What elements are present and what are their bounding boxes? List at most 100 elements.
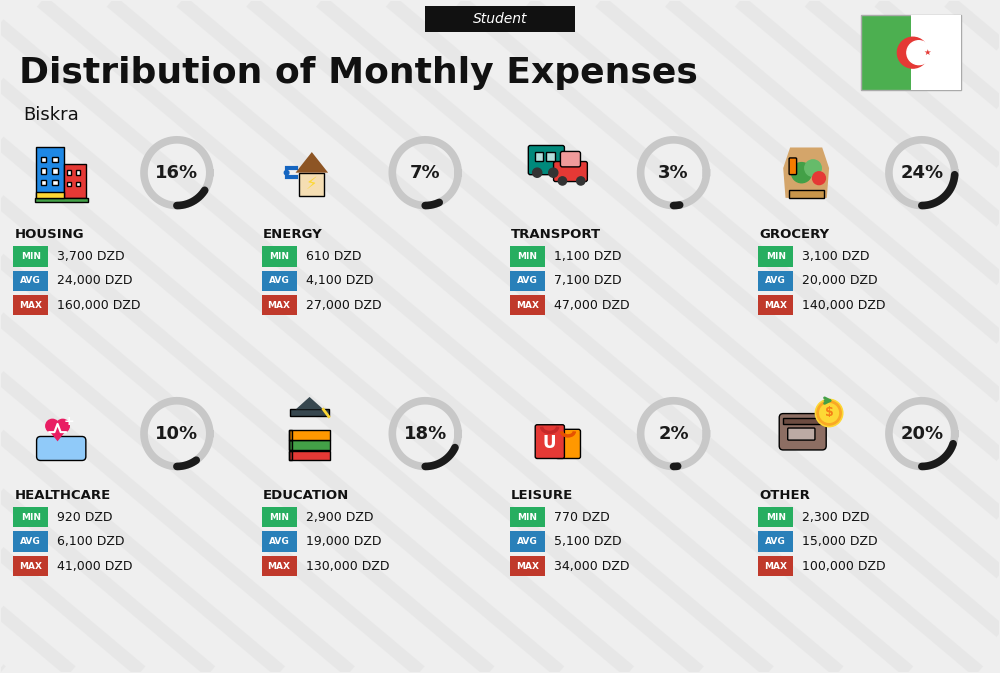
Text: AVG: AVG	[765, 537, 786, 546]
FancyBboxPatch shape	[289, 440, 292, 450]
Text: AVG: AVG	[20, 276, 41, 285]
FancyBboxPatch shape	[13, 556, 48, 576]
FancyBboxPatch shape	[758, 532, 793, 552]
FancyBboxPatch shape	[510, 532, 545, 552]
Text: MIN: MIN	[269, 513, 289, 522]
Text: HEALTHCARE: HEALTHCARE	[14, 489, 111, 502]
Text: 2,300 DZD: 2,300 DZD	[802, 511, 870, 524]
FancyBboxPatch shape	[52, 180, 58, 185]
Text: MAX: MAX	[764, 561, 787, 571]
Text: 34,000 DZD: 34,000 DZD	[554, 559, 629, 573]
Circle shape	[284, 170, 289, 175]
Text: HOUSING: HOUSING	[14, 228, 84, 242]
Text: EDUCATION: EDUCATION	[263, 489, 349, 502]
FancyBboxPatch shape	[41, 157, 46, 162]
FancyBboxPatch shape	[911, 15, 961, 90]
Text: MAX: MAX	[764, 301, 787, 310]
Text: 770 DZD: 770 DZD	[554, 511, 610, 524]
FancyBboxPatch shape	[779, 414, 826, 450]
Text: MIN: MIN	[766, 252, 786, 261]
Text: AVG: AVG	[517, 537, 538, 546]
Text: AVG: AVG	[765, 276, 786, 285]
FancyBboxPatch shape	[262, 246, 297, 267]
FancyBboxPatch shape	[52, 157, 58, 162]
Circle shape	[907, 41, 931, 65]
FancyBboxPatch shape	[758, 507, 793, 528]
Text: 3,100 DZD: 3,100 DZD	[802, 250, 870, 263]
FancyBboxPatch shape	[262, 532, 297, 552]
FancyBboxPatch shape	[554, 162, 587, 182]
FancyBboxPatch shape	[36, 147, 64, 198]
FancyBboxPatch shape	[546, 152, 555, 162]
Text: MIN: MIN	[517, 513, 537, 522]
Text: 100,000 DZD: 100,000 DZD	[802, 559, 886, 573]
FancyBboxPatch shape	[510, 271, 545, 291]
FancyBboxPatch shape	[299, 173, 324, 196]
FancyBboxPatch shape	[510, 246, 545, 267]
Text: 16%: 16%	[155, 164, 198, 182]
FancyBboxPatch shape	[36, 192, 64, 198]
Text: AVG: AVG	[517, 276, 538, 285]
Text: MIN: MIN	[21, 513, 41, 522]
FancyBboxPatch shape	[535, 152, 543, 162]
Text: Student: Student	[473, 12, 527, 26]
Circle shape	[533, 168, 542, 177]
FancyBboxPatch shape	[528, 145, 564, 175]
FancyBboxPatch shape	[510, 295, 545, 316]
Circle shape	[558, 177, 567, 185]
Circle shape	[813, 172, 825, 184]
Text: 6,100 DZD: 6,100 DZD	[57, 535, 125, 548]
Text: ENERGY: ENERGY	[263, 228, 322, 242]
FancyBboxPatch shape	[13, 532, 48, 552]
FancyBboxPatch shape	[535, 425, 564, 458]
Text: MIN: MIN	[517, 252, 537, 261]
Text: 920 DZD: 920 DZD	[57, 511, 113, 524]
Text: MAX: MAX	[19, 561, 42, 571]
Text: 3%: 3%	[658, 164, 689, 182]
Text: MAX: MAX	[516, 561, 539, 571]
Text: 140,000 DZD: 140,000 DZD	[802, 299, 886, 312]
Text: 27,000 DZD: 27,000 DZD	[306, 299, 381, 312]
Text: 20,000 DZD: 20,000 DZD	[802, 274, 878, 287]
FancyBboxPatch shape	[758, 246, 793, 267]
FancyBboxPatch shape	[556, 429, 580, 458]
FancyBboxPatch shape	[76, 182, 80, 186]
FancyBboxPatch shape	[262, 295, 297, 316]
Text: MAX: MAX	[268, 561, 291, 571]
FancyBboxPatch shape	[289, 440, 330, 450]
Text: +: +	[64, 415, 74, 428]
Text: 19,000 DZD: 19,000 DZD	[306, 535, 381, 548]
Text: $: $	[825, 406, 833, 419]
Text: 10%: 10%	[155, 425, 198, 443]
Text: AVG: AVG	[269, 537, 289, 546]
Text: 18%: 18%	[404, 425, 447, 443]
FancyBboxPatch shape	[76, 170, 80, 175]
Polygon shape	[783, 147, 829, 198]
Text: ⚡: ⚡	[306, 175, 318, 193]
Text: ★: ★	[923, 48, 931, 57]
Circle shape	[897, 37, 928, 68]
Text: AVG: AVG	[20, 537, 41, 546]
FancyBboxPatch shape	[67, 170, 71, 175]
Circle shape	[791, 163, 812, 183]
FancyBboxPatch shape	[37, 437, 86, 460]
Circle shape	[549, 168, 558, 177]
Text: 4,100 DZD: 4,100 DZD	[306, 274, 373, 287]
Polygon shape	[296, 152, 328, 173]
FancyBboxPatch shape	[35, 198, 88, 203]
Text: 47,000 DZD: 47,000 DZD	[554, 299, 629, 312]
Text: MIN: MIN	[21, 252, 41, 261]
Text: 7,100 DZD: 7,100 DZD	[554, 274, 621, 287]
Text: MAX: MAX	[516, 301, 539, 310]
FancyBboxPatch shape	[13, 271, 48, 291]
Text: 160,000 DZD: 160,000 DZD	[57, 299, 141, 312]
Text: Distribution of Monthly Expenses: Distribution of Monthly Expenses	[19, 56, 698, 90]
Text: AVG: AVG	[269, 276, 289, 285]
FancyBboxPatch shape	[758, 295, 793, 316]
Text: 610 DZD: 610 DZD	[306, 250, 361, 263]
Text: 24,000 DZD: 24,000 DZD	[57, 274, 133, 287]
Circle shape	[56, 419, 69, 433]
Circle shape	[46, 419, 59, 433]
FancyBboxPatch shape	[560, 151, 580, 167]
Text: 130,000 DZD: 130,000 DZD	[306, 559, 389, 573]
